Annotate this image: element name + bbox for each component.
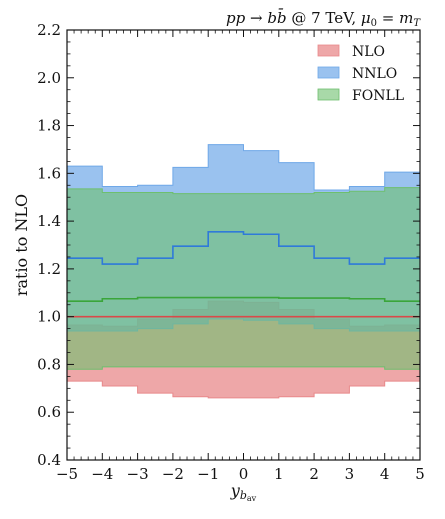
- legend-label-nnlo: NNLO: [352, 66, 397, 82]
- y-tick-label: 1.2: [37, 260, 61, 278]
- y-tick-label: 1.4: [37, 212, 61, 230]
- x-tick-label: −2: [162, 465, 184, 483]
- y-tick-label: 2.0: [37, 69, 61, 87]
- x-tick-label: 2: [309, 465, 319, 483]
- central-lines: [67, 231, 420, 318]
- x-tick-label: 5: [415, 465, 425, 483]
- y-tick-label: 0.6: [37, 403, 61, 421]
- y-tick-label: 1.8: [37, 117, 61, 135]
- band-fonll: [66, 187, 421, 370]
- legend-label-fonll: FONLL: [352, 88, 404, 104]
- axis-ticks: −5 −4 −3 −2 −1 0 1 2 3 4 5 0.4 0.6 0.8 1.0 1.2 1.4 1.6 1.8…: [37, 21, 425, 483]
- legend-swatch-nlo: [317, 44, 340, 57]
- legend-swatch-nnlo: [317, 66, 340, 79]
- x-tick-label: 1: [274, 465, 284, 483]
- y-tick-label: 0.4: [37, 451, 61, 469]
- uncertainty-bands: [66, 144, 421, 399]
- y-tick-label: 1.0: [37, 308, 61, 326]
- y-tick-label: 1.6: [37, 164, 61, 182]
- x-tick-label: −3: [127, 465, 149, 483]
- y-tick-label: 2.2: [37, 21, 61, 39]
- central-line-nnlo: [67, 231, 420, 265]
- x-axis-label: ybav: [230, 481, 257, 503]
- x-tick-label: −4: [91, 465, 113, 483]
- chart-title: pp → bb̄ @ 7 TeV, μ0 = mT: [226, 9, 421, 29]
- legend-label-nlo: NLO: [352, 44, 385, 60]
- legend-swatch-fonll: [317, 88, 340, 101]
- y-axis-label: ratio to NLO: [12, 194, 31, 296]
- x-tick-label: −5: [56, 465, 78, 483]
- legend: NLO NNLO FONLL: [317, 44, 404, 104]
- x-tick-label: 4: [380, 465, 390, 483]
- x-tick-label: 3: [345, 465, 355, 483]
- y-tick-label: 0.8: [37, 355, 61, 373]
- x-tick-label: −1: [197, 465, 219, 483]
- x-tick-label: 0: [239, 465, 249, 483]
- central-line-fonll: [67, 296, 420, 302]
